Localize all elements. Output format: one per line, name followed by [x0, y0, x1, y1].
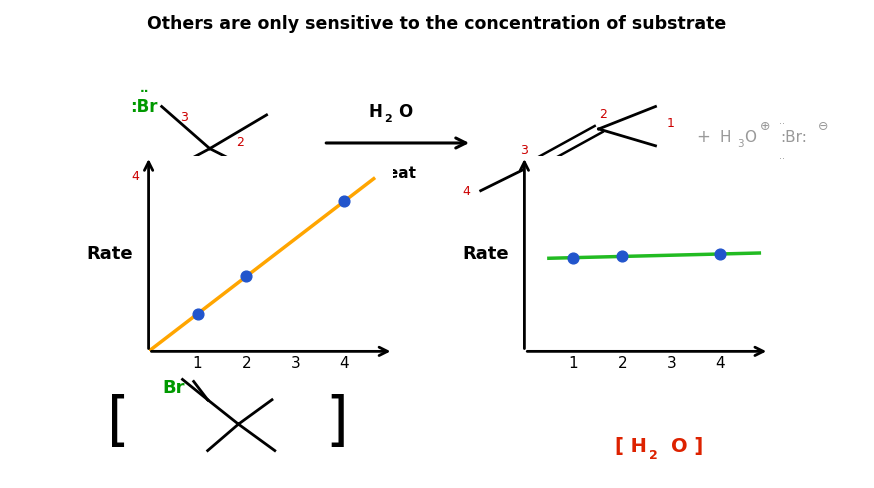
- Text: ..: ..: [780, 151, 785, 162]
- Text: 3: 3: [179, 111, 188, 124]
- Text: +: +: [697, 128, 711, 146]
- Text: :Br: :Br: [130, 98, 158, 116]
- Text: [: [: [107, 394, 129, 450]
- Text: ..: ..: [780, 116, 785, 126]
- Text: 2: 2: [385, 114, 392, 124]
- Text: 3: 3: [737, 139, 744, 149]
- Text: Br: Br: [163, 379, 185, 397]
- Text: Rate: Rate: [87, 245, 133, 263]
- Point: [191, 310, 205, 318]
- Point: [337, 197, 351, 205]
- Text: heat: heat: [378, 166, 417, 182]
- Text: O: O: [744, 130, 756, 145]
- Text: ⊖: ⊖: [818, 120, 829, 133]
- Text: 1: 1: [666, 117, 675, 130]
- Point: [615, 252, 629, 260]
- Text: 1: 1: [280, 173, 288, 186]
- Text: Rate: Rate: [462, 245, 509, 263]
- Text: :Br:: :Br:: [780, 130, 807, 145]
- Text: 4: 4: [461, 185, 470, 198]
- Text: 2: 2: [236, 137, 245, 149]
- Point: [566, 254, 580, 262]
- Point: [239, 272, 253, 280]
- Text: ]: ]: [325, 394, 348, 450]
- Text: ⊕: ⊕: [760, 120, 770, 133]
- Text: 4: 4: [131, 170, 140, 183]
- Text: O: O: [398, 103, 412, 121]
- Text: [ H: [ H: [615, 437, 647, 456]
- Text: 2: 2: [599, 108, 607, 122]
- Text: ..: ..: [140, 82, 149, 95]
- Text: 3: 3: [520, 144, 529, 157]
- Text: H: H: [719, 130, 732, 145]
- Text: 2: 2: [649, 449, 658, 462]
- Point: [713, 250, 727, 258]
- Text: O ]: O ]: [671, 437, 704, 456]
- Text: H: H: [369, 103, 383, 121]
- Text: Others are only sensitive to the concentration of substrate: Others are only sensitive to the concent…: [148, 15, 726, 33]
